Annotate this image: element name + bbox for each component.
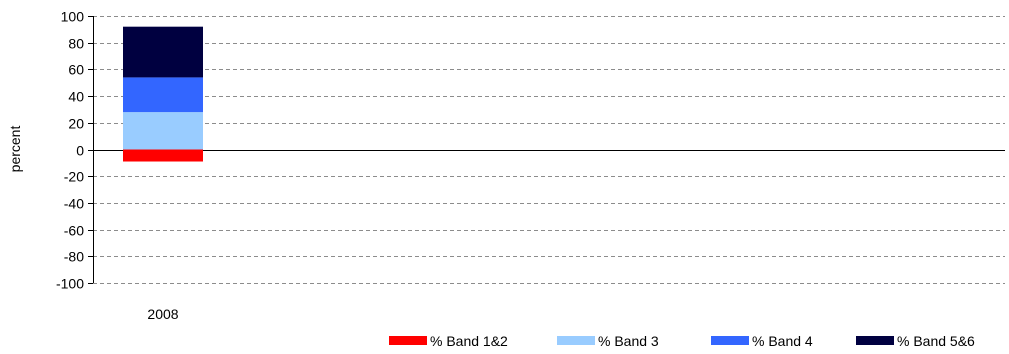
- legend-label: % Band 1&2: [430, 333, 508, 349]
- y-tick-label: -60: [64, 223, 84, 239]
- x-tick-labels: 2008: [147, 306, 178, 322]
- y-tick-label: 0: [76, 143, 84, 159]
- y-axis-label: percent: [7, 126, 23, 173]
- legend-label: % Band 4: [752, 333, 813, 349]
- y-tick-labels: 100 80 60 40 20 0 -20 -40 -60 -80 -100: [56, 9, 84, 292]
- y-tick-label: -40: [64, 196, 84, 212]
- gridlines: [93, 16, 1005, 284]
- bar-segment: [123, 77, 203, 113]
- bars: [123, 26, 203, 162]
- legend: % Band 1&2 % Band 3 % Band 4 % Band 5&6: [389, 333, 975, 349]
- legend-swatch: [389, 336, 427, 345]
- y-tick-label: 20: [68, 116, 84, 132]
- y-tick-label: -20: [64, 169, 84, 185]
- y-tick-label: -100: [56, 276, 84, 292]
- x-tick-label: 2008: [147, 306, 178, 322]
- legend-label: % Band 5&6: [897, 333, 975, 349]
- y-tick-label: 60: [68, 62, 84, 78]
- legend-swatch: [711, 336, 749, 345]
- y-tick-label: -80: [64, 249, 84, 265]
- bar-segment: [123, 112, 203, 150]
- bar-segment: [123, 26, 203, 78]
- legend-label: % Band 3: [598, 333, 659, 349]
- y-tick-label: 100: [61, 9, 85, 25]
- y-tick-label: 80: [68, 36, 84, 52]
- legend-swatch: [557, 336, 595, 345]
- legend-swatch: [856, 336, 894, 345]
- bar-segment: [123, 149, 203, 162]
- y-tick-label: 40: [68, 89, 84, 105]
- axes: [88, 16, 1005, 284]
